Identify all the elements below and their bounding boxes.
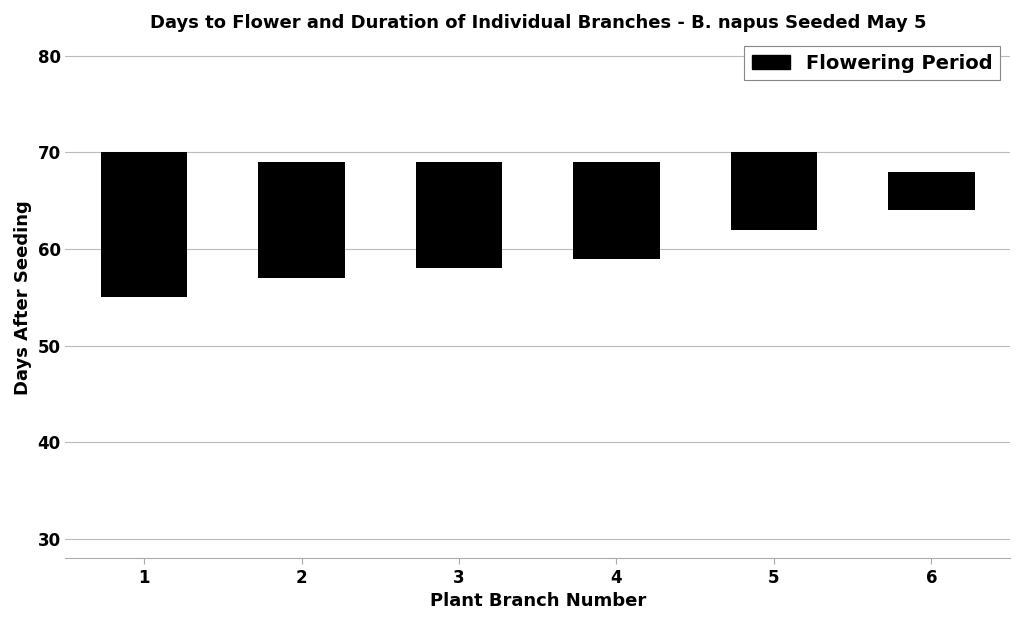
Title: Days to Flower and Duration of Individual Branches - B. napus Seeded May 5: Days to Flower and Duration of Individua… xyxy=(150,14,926,32)
Bar xyxy=(888,172,975,210)
Y-axis label: Days After Seeding: Days After Seeding xyxy=(14,200,32,394)
Bar xyxy=(416,162,503,268)
X-axis label: Plant Branch Number: Plant Branch Number xyxy=(430,592,646,610)
Bar xyxy=(573,162,659,258)
Bar xyxy=(100,152,187,297)
Bar xyxy=(258,162,345,278)
Legend: Flowering Period: Flowering Period xyxy=(743,46,1000,80)
Bar xyxy=(731,152,817,230)
